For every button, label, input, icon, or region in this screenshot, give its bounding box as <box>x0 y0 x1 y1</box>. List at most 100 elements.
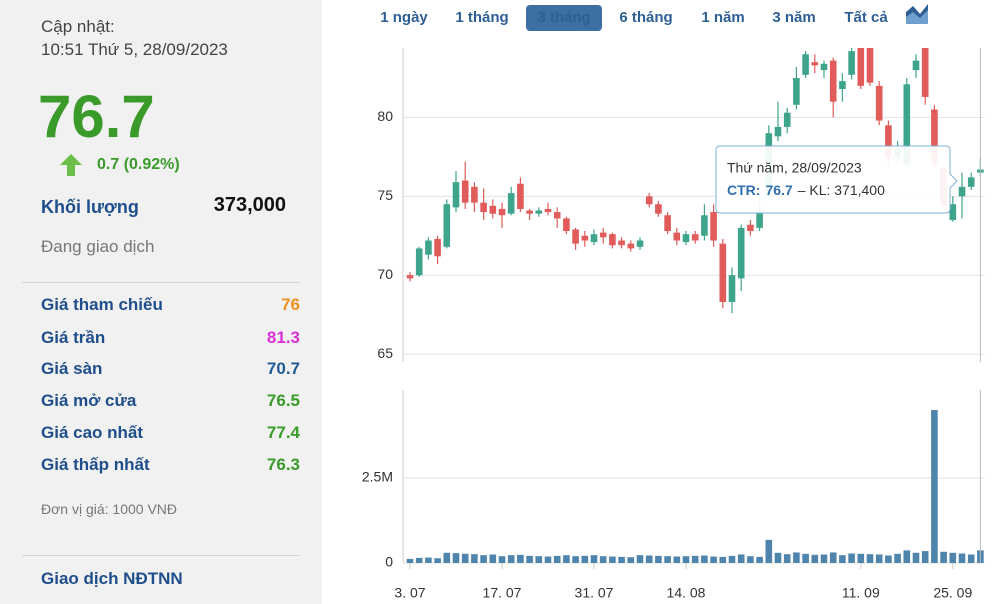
row-label: Giá sàn <box>41 359 103 378</box>
range-button-label[interactable]: Tất cả <box>844 9 888 26</box>
candle-body <box>673 232 681 241</box>
candle-body <box>949 204 957 220</box>
volume-bar <box>839 555 846 563</box>
candle-body <box>517 183 524 209</box>
volume-bar <box>517 554 524 563</box>
separator <box>22 555 300 556</box>
candle-body <box>452 182 460 208</box>
volume-bar <box>664 556 671 563</box>
candle-body <box>609 234 616 246</box>
volume-bar <box>636 555 644 563</box>
volume-bar <box>480 555 487 563</box>
active-bg <box>526 5 602 31</box>
volume-bar <box>967 554 975 563</box>
candle-body <box>572 229 579 244</box>
volume-bar <box>572 556 579 563</box>
range-button[interactable]: 1 năm <box>701 9 744 26</box>
tooltip-part: – KL: 371,400 <box>798 182 885 198</box>
range-button-label[interactable]: 1 tháng <box>455 9 508 26</box>
row-label: Giá trần <box>41 328 106 347</box>
candle-body <box>425 240 432 255</box>
range-button-label[interactable]: 1 ngày <box>380 9 428 26</box>
volume: 373,000 <box>213 194 286 216</box>
volume-bar <box>756 556 763 563</box>
row-label: Giá thấp nhất <box>41 455 150 474</box>
x-tick-label: 17. 07 <box>483 585 522 601</box>
candle-body <box>599 232 607 238</box>
unit-note: Đơn vị giá: 1000 VNĐ <box>41 501 178 517</box>
volume-bar <box>958 553 966 563</box>
row-value: 76 <box>281 295 300 314</box>
candle-body <box>471 186 478 203</box>
range-button[interactable]: 3 năm <box>772 9 815 26</box>
candle-body <box>866 48 874 83</box>
range-button[interactable]: Tất cả <box>844 9 888 26</box>
candle-body <box>774 126 782 137</box>
candle-body <box>829 60 837 102</box>
range-button-label[interactable]: 1 năm <box>701 9 744 26</box>
candle-body <box>655 204 662 214</box>
range-button-label[interactable]: 3 tháng <box>537 9 590 26</box>
volume-bar <box>599 556 607 563</box>
separator <box>22 282 300 283</box>
y-tick-label: 75 <box>377 187 393 203</box>
candle-body <box>921 48 929 97</box>
candle-body <box>645 196 653 205</box>
candle-body <box>701 215 708 236</box>
candle-body <box>443 204 451 247</box>
volume-bar <box>866 554 874 563</box>
candle-body <box>406 275 414 279</box>
y-tick-label: 70 <box>377 266 393 282</box>
candle-body <box>535 210 543 214</box>
volume-bar <box>885 555 892 563</box>
candle-body <box>967 177 975 187</box>
candle-body <box>728 275 736 303</box>
volume-bar <box>783 554 791 563</box>
volume-bar <box>471 554 478 563</box>
candle-body <box>875 85 883 121</box>
volume-bar <box>489 554 497 563</box>
volume-bar <box>949 552 957 563</box>
tooltip-part: CTR: <box>727 182 760 198</box>
volume-bar <box>655 555 662 563</box>
range-button[interactable]: 1 ngày <box>380 9 428 26</box>
y-tick-label: 0 <box>385 554 393 570</box>
volume-bar <box>802 553 809 563</box>
volume-bar <box>691 555 699 563</box>
candle-body <box>747 224 754 232</box>
candle-body <box>848 51 855 75</box>
candle-body <box>820 63 828 71</box>
range-button-label[interactable]: 3 năm <box>772 9 815 26</box>
x-tick-label: 3. 07 <box>394 585 425 601</box>
candle-body <box>581 235 589 241</box>
volume-bar <box>553 555 561 563</box>
range-button[interactable]: 3 tháng <box>526 5 602 31</box>
volume-bar <box>618 556 625 563</box>
volume-bar <box>406 558 414 563</box>
sidebar: Cập nhật: 10:51 Thứ 5, 28/09/2023 76.7 0… <box>0 0 322 604</box>
volume-bar <box>875 554 883 563</box>
range-button[interactable]: 1 tháng <box>455 9 508 26</box>
range-button[interactable]: 6 tháng <box>619 9 672 26</box>
volume-bar <box>710 556 717 563</box>
volume-bar <box>921 551 929 563</box>
icon <box>906 10 928 24</box>
candle-body <box>480 202 487 213</box>
candle-body <box>756 212 763 228</box>
range-button-label[interactable]: 6 tháng <box>619 9 672 26</box>
volume-bar <box>728 555 736 563</box>
volume-bar <box>682 556 690 563</box>
volume-label: Khối lượng <box>41 197 139 217</box>
volume-bar <box>609 556 616 563</box>
row-value: 77.4 <box>266 423 300 442</box>
chart-type-icon[interactable] <box>906 4 928 24</box>
tooltip-line: CTR: 76.7 – KL: 371,400 <box>727 182 885 198</box>
volume-bar <box>820 554 828 563</box>
updated-label: Cập nhật: <box>41 17 115 36</box>
volume-bar <box>765 539 773 563</box>
volume-bar <box>931 410 938 563</box>
volume-bar <box>894 553 901 563</box>
price-change: 0.7 (0.92%) <box>97 156 180 173</box>
